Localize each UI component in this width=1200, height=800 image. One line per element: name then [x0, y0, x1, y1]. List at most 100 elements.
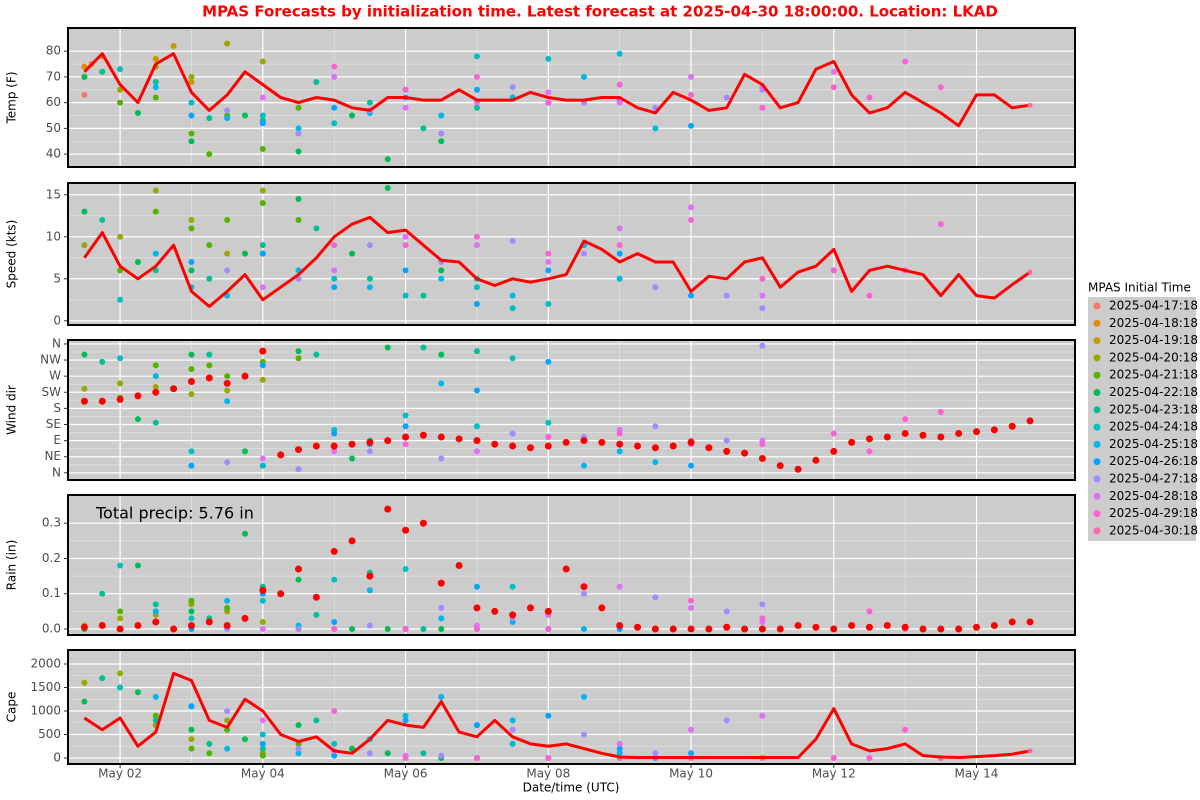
- forecast-point: [331, 618, 338, 625]
- y-tick-label: 1000: [30, 703, 61, 717]
- latest-forecast-point: [651, 444, 659, 452]
- latest-forecast-point: [437, 579, 445, 587]
- x-axis-title: Date/time (UTC): [523, 781, 620, 795]
- latest-forecast-point: [598, 604, 606, 612]
- panel-border: [67, 494, 1076, 636]
- forecast-point: [473, 754, 480, 761]
- latest-forecast-point: [491, 440, 499, 448]
- forecast-point: [134, 258, 141, 265]
- forecast-point: [134, 562, 141, 569]
- forecast-point: [224, 387, 231, 394]
- forecast-point: [473, 86, 480, 93]
- forecast-point: [759, 342, 766, 349]
- forecast-point: [545, 258, 552, 265]
- panel-border: [67, 649, 1076, 765]
- forecast-point: [313, 225, 320, 232]
- legend-label: 2025-04-28:18: [1109, 489, 1198, 503]
- forecast-point: [723, 608, 730, 615]
- forecast-point: [473, 233, 480, 240]
- legend-label: 2025-04-17:18: [1109, 299, 1198, 313]
- forecast-point: [152, 208, 159, 215]
- legend-label: 2025-04-18:18: [1109, 316, 1198, 330]
- latest-forecast-point: [98, 397, 106, 405]
- forecast-point: [295, 722, 302, 729]
- forecast-point: [759, 601, 766, 608]
- forecast-point: [759, 275, 766, 282]
- forecast-point: [331, 626, 338, 633]
- forecast-point: [99, 590, 106, 597]
- latest-forecast-point: [776, 462, 784, 470]
- latest-forecast-point: [865, 623, 873, 631]
- forecast-point: [509, 726, 516, 733]
- forecast-point: [295, 104, 302, 111]
- forecast-point: [188, 99, 195, 106]
- y-tick-label: 15: [46, 187, 61, 201]
- legend-label: 2025-04-21:18: [1109, 368, 1198, 382]
- latest-forecast-point: [616, 440, 624, 448]
- latest-forecast-point: [134, 392, 142, 400]
- latest-forecast-point: [259, 347, 267, 355]
- y-tick-label: 2000: [30, 657, 61, 671]
- legend-swatch: [1093, 475, 1101, 483]
- forecast-point: [616, 275, 623, 282]
- forecast-point: [509, 583, 516, 590]
- forecast-point: [384, 750, 391, 757]
- latest-forecast-point: [794, 621, 802, 629]
- forecast-point: [81, 242, 88, 249]
- forecast-point: [509, 355, 516, 362]
- forecast-point: [652, 125, 659, 132]
- forecast-point: [688, 462, 695, 469]
- latest-forecast-line: [83, 52, 1031, 128]
- forecast-point: [206, 151, 213, 158]
- y-tick-label: 5: [53, 271, 61, 285]
- forecast-point: [259, 717, 266, 724]
- forecast-point: [349, 455, 356, 462]
- forecast-point: [937, 84, 944, 91]
- forecast-point: [473, 284, 480, 291]
- latest-forecast-point: [473, 604, 481, 612]
- forecast-point: [81, 73, 88, 80]
- latest-forecast-point: [1026, 417, 1034, 425]
- forecast-point: [830, 430, 837, 437]
- forecast-point: [188, 130, 195, 137]
- forecast-point: [224, 250, 231, 257]
- forecast-point: [331, 104, 338, 111]
- forecast-point: [509, 84, 516, 91]
- forecast-point: [295, 750, 302, 757]
- latest-forecast-point: [883, 433, 891, 441]
- forecast-point: [134, 109, 141, 116]
- forecast-point: [331, 275, 338, 282]
- y-tick-label: W: [49, 369, 61, 383]
- forecast-point: [117, 296, 124, 303]
- latest-forecast-point: [669, 625, 677, 633]
- latest-forecast-point: [330, 442, 338, 450]
- forecast-point: [81, 385, 88, 392]
- forecast-point: [295, 576, 302, 583]
- forecast-point: [188, 448, 195, 455]
- latest-forecast-point: [312, 442, 320, 450]
- forecast-point: [188, 267, 195, 274]
- forecast-point: [188, 112, 195, 119]
- latest-forecast-point: [187, 621, 195, 629]
- panel-background: [68, 340, 1075, 480]
- latest-forecast-point: [937, 433, 945, 441]
- forecast-point: [152, 362, 159, 369]
- forecast-point: [331, 120, 338, 127]
- forecast-point: [117, 99, 124, 106]
- latest-forecast-point: [277, 451, 285, 459]
- forecast-point: [688, 750, 695, 757]
- latest-forecast-point: [741, 449, 749, 457]
- forecast-point: [206, 275, 213, 282]
- forecast-point: [188, 745, 195, 752]
- forecast-point: [902, 58, 909, 65]
- latest-forecast-point: [170, 625, 178, 633]
- forecast-point: [152, 693, 159, 700]
- latest-forecast-point: [865, 435, 873, 443]
- forecast-point: [384, 626, 391, 633]
- forecast-point: [331, 740, 338, 747]
- forecast-point: [81, 679, 88, 686]
- forecast-point: [259, 752, 266, 759]
- forecast-point: [759, 441, 766, 448]
- latest-forecast-point: [955, 625, 963, 633]
